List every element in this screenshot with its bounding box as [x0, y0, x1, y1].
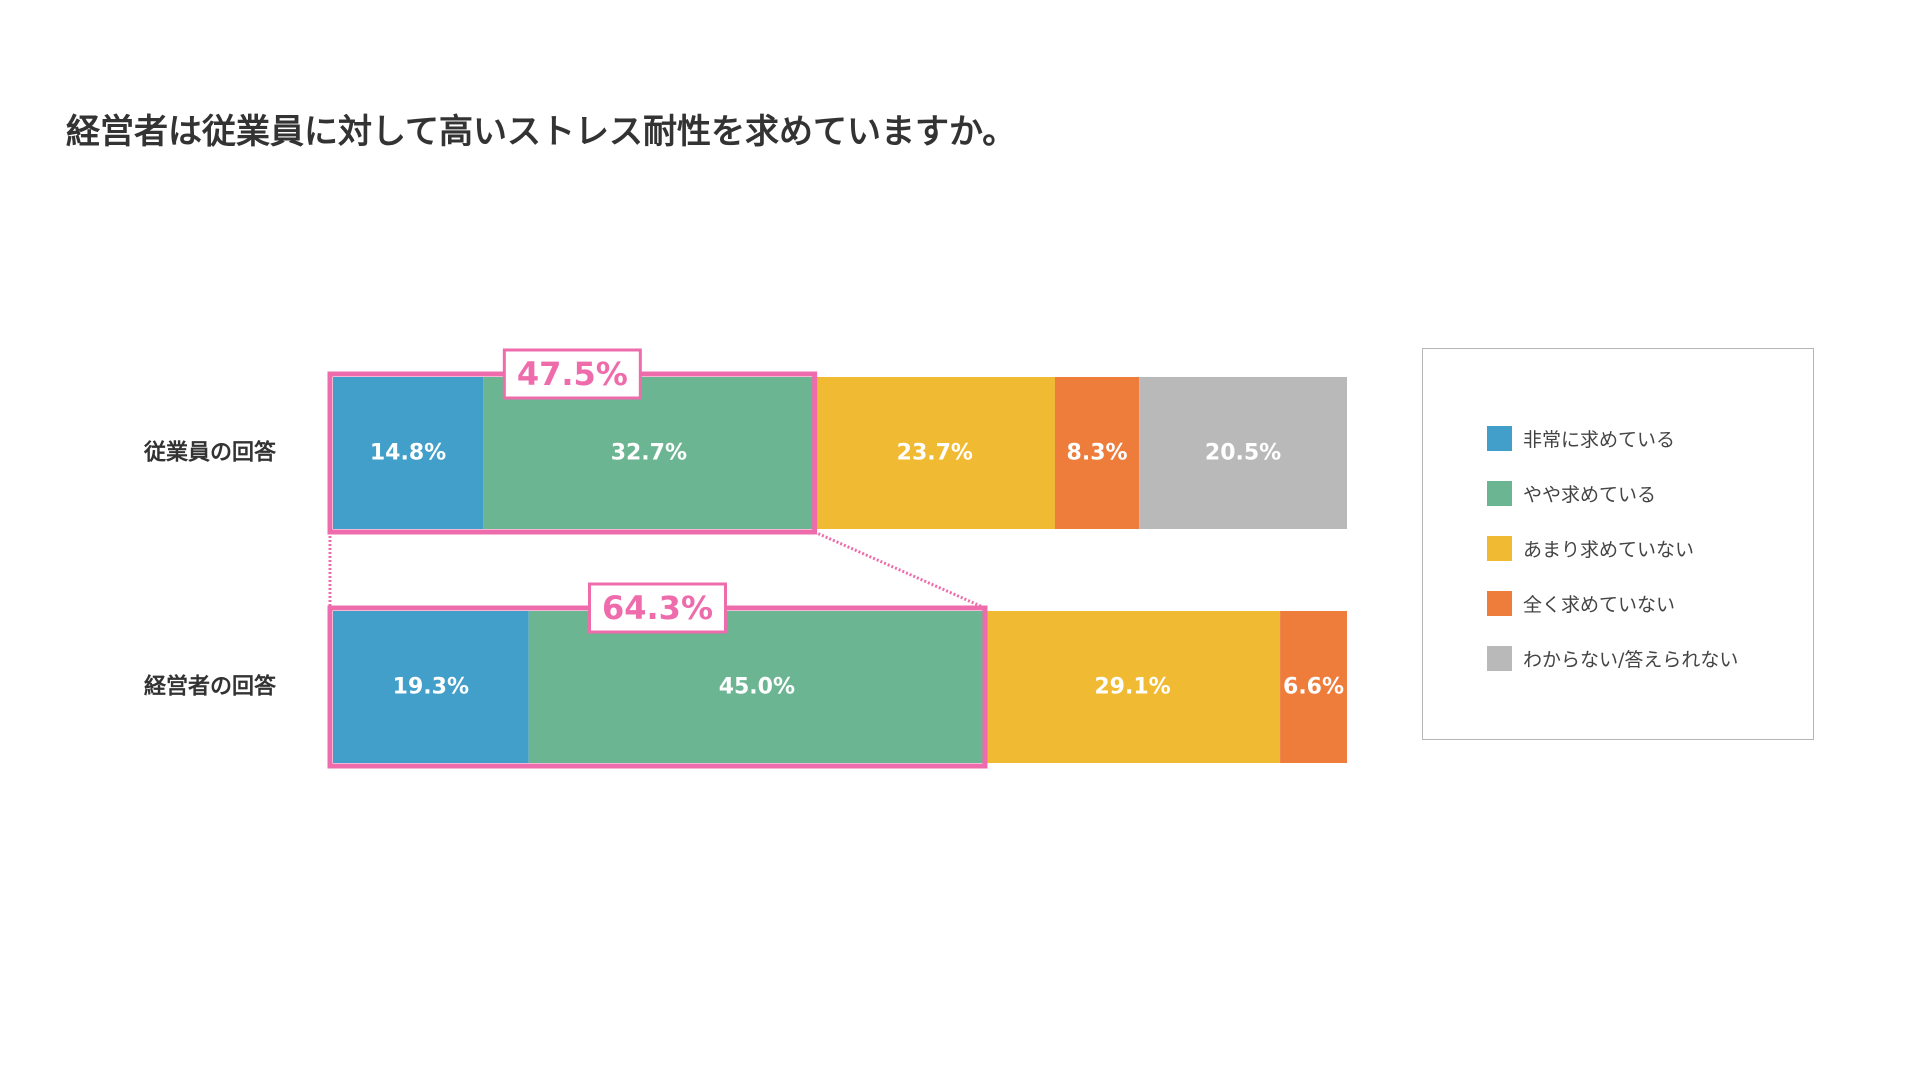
highlight-callout-label: 64.3%: [602, 589, 713, 627]
bar-segment: [1280, 611, 1347, 763]
bar-segment: [333, 377, 484, 529]
highlight-callout-label: 47.5%: [517, 355, 628, 393]
legend-item: 非常に求めている: [1487, 425, 1675, 451]
legend-swatch: [1487, 425, 1512, 451]
chart-title: 経営者は従業員に対して高いストレス耐性を求めていますか。: [66, 112, 1017, 152]
legend-swatch: [1487, 590, 1512, 616]
highlight-connectors: [328, 530, 986, 610]
legend-item: あまり求めていない: [1487, 535, 1694, 561]
data-label: 23.7%: [897, 441, 973, 466]
category-label: 従業員の回答: [143, 440, 277, 466]
data-label: 19.3%: [393, 675, 469, 700]
data-label: 6.6%: [1283, 675, 1344, 700]
data-label: 45.0%: [719, 675, 795, 700]
data-label: 20.5%: [1205, 441, 1281, 466]
data-label: 14.8%: [370, 441, 446, 466]
data-label: 29.1%: [1094, 675, 1170, 700]
connector-line-right: [814, 530, 986, 610]
bar-segment: [483, 377, 815, 529]
bar-segment: [985, 611, 1281, 763]
highlight-callout-box: [588, 582, 728, 634]
legend-label: やや求めている: [1523, 483, 1657, 506]
bar-segments: 14.8% 32.7% 23.7% 8.3% 20.5% 19.3% 45.0% 29.1% 6…: [333, 377, 1347, 763]
bar-segment: [1139, 377, 1347, 529]
highlight-boxes: 47.5% 64.3%: [327, 348, 988, 769]
legend-label: わからない/答えられない: [1523, 648, 1739, 671]
data-label: 8.3%: [1067, 441, 1128, 466]
legend-item: わからない/答えられない: [1487, 645, 1738, 671]
legend-item: やや求めている: [1487, 480, 1656, 506]
legend-item: 全く求めていない: [1487, 590, 1675, 616]
bar-segment: [1054, 377, 1140, 529]
legend-label: 非常に求めている: [1523, 428, 1676, 451]
legend: 非常に求めている やや求めているあまり求めていない 全く求めていないわからない/答え…: [1422, 348, 1814, 740]
bar-segment: [333, 611, 529, 763]
data-label: 32.7%: [611, 441, 687, 466]
legend-swatch: [1487, 535, 1512, 561]
legend-label: あまり求めていない: [1523, 538, 1695, 561]
highlight-callout-box: [502, 348, 642, 400]
bar-segment: [528, 611, 986, 763]
legend-label: 全く求めていない: [1523, 593, 1676, 616]
legend-swatch: [1487, 645, 1512, 671]
legend-swatch: [1487, 480, 1512, 506]
bar-segment: [814, 377, 1055, 529]
category-label: 経営者の回答: [144, 674, 277, 700]
